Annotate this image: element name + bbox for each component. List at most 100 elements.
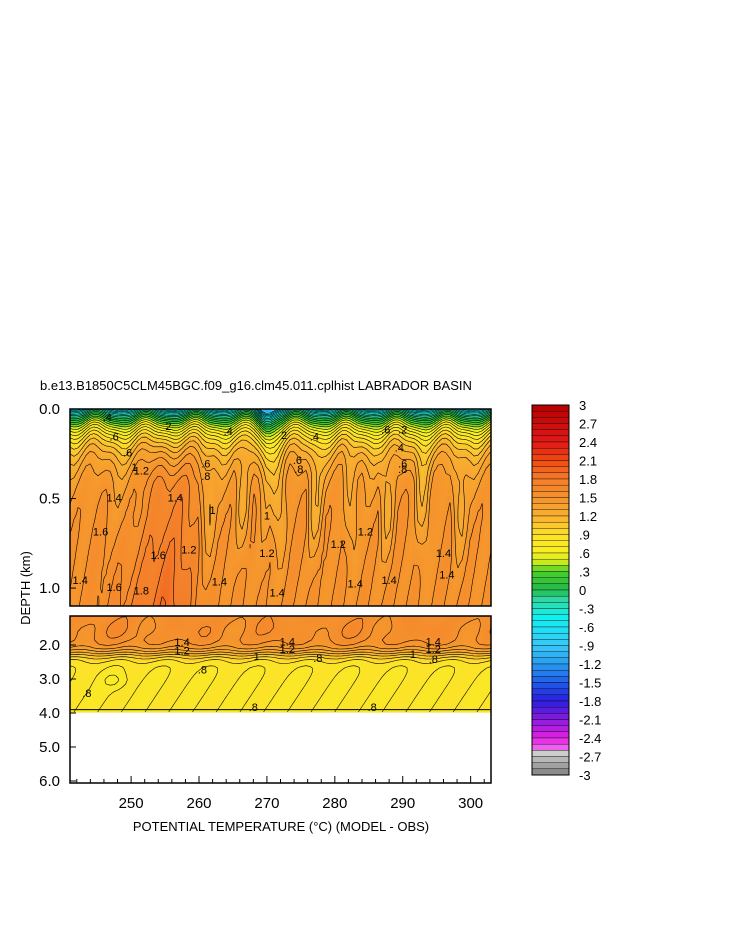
contour-label: .8 — [294, 464, 303, 476]
colorbar-swatch — [531, 737, 570, 745]
colorbar-swatch — [531, 620, 570, 628]
colorbar-swatch — [531, 700, 570, 708]
colorbar-swatch — [531, 534, 570, 541]
colorbar-swatch — [531, 694, 570, 702]
colorbar-tick-label: 2.7 — [579, 417, 597, 432]
contour-label: .4 — [103, 412, 112, 424]
colorbar-tick-label: 1.8 — [579, 472, 597, 487]
colorbar-swatch — [531, 583, 570, 591]
contour-line — [70, 654, 491, 657]
x-tick-label: 290 — [390, 795, 415, 812]
lower-panel: 1.41.21.41.21.81.41.21.8.8.8.8.8 — [69, 615, 492, 784]
contour-line — [70, 616, 491, 646]
contour-line — [70, 415, 491, 432]
colorbar-swatch — [531, 454, 570, 461]
y-tick-label: 4.0 — [39, 705, 60, 722]
y-tick-label: 2.0 — [39, 637, 60, 654]
contour-label: 1.2 — [259, 548, 274, 560]
colorbar-swatch — [531, 491, 570, 498]
contour-label: 1 — [131, 462, 137, 474]
colorbar-swatch — [531, 417, 570, 424]
contour-line — [70, 423, 491, 445]
colorbar-swatch — [531, 509, 570, 517]
contour-line — [70, 462, 491, 606]
contour-line — [70, 645, 491, 650]
contour-label: 1.2 — [331, 539, 346, 551]
colorbar-tick-label: 3 — [579, 398, 586, 413]
colorbar-swatch — [531, 521, 570, 529]
contour-label: .4 — [395, 442, 404, 454]
x-tick-label: 250 — [119, 795, 144, 812]
contour-label: 1.6 — [106, 582, 121, 594]
chart-title: b.e13.B1850C5CLM45BGC.f09_g16.clm45.011.… — [40, 378, 472, 393]
colorbar-swatch — [531, 626, 570, 634]
colorbar-swatch — [531, 595, 570, 603]
colorbar-swatch — [531, 410, 570, 418]
contour-label: 1 — [264, 510, 270, 522]
colorbar-tick-label: -2.1 — [579, 713, 601, 728]
contour-label: 1.4 — [174, 637, 189, 649]
colorbar-swatch — [531, 558, 570, 566]
contour-label: 1 — [410, 649, 416, 661]
contour-line — [70, 428, 491, 455]
contour-label: .8 — [368, 702, 377, 714]
contour-line — [70, 417, 491, 435]
contour-line — [130, 496, 192, 606]
contour-label: 1.2 — [174, 646, 189, 658]
contour-label: 1.4 — [280, 637, 295, 649]
contour-label: 1.4 — [269, 587, 284, 599]
contour-label: 2 — [165, 421, 171, 433]
contour-label: 1.4 — [348, 578, 363, 590]
colorbar-swatch — [531, 423, 570, 430]
contour-label: 1.8 — [134, 586, 149, 598]
colorbar-swatch — [531, 706, 570, 714]
colorbar-swatch — [531, 743, 570, 751]
y-axis-label: DEPTH (km) — [18, 551, 33, 625]
contour-line — [70, 413, 491, 430]
colorbar-tick-label: .6 — [579, 546, 590, 561]
contour-line — [70, 446, 491, 540]
colorbar-tick-label: -1.5 — [579, 676, 601, 691]
contour-label: 1.6 — [151, 550, 166, 562]
contour-label: 1.2 — [181, 544, 196, 556]
contour-line — [104, 674, 120, 686]
colorbar-swatch — [531, 515, 570, 523]
contour-label: .2 — [398, 424, 407, 436]
colorbar-swatch — [531, 546, 570, 554]
colorbar-tick-label: -2.7 — [579, 750, 601, 765]
x-tick-label: 300 — [458, 795, 483, 812]
contour-line — [70, 432, 491, 463]
contour-label: .8 — [429, 654, 438, 666]
contour-label: 1.2 — [134, 466, 149, 478]
contour-label: .6 — [110, 432, 119, 444]
contour-line — [70, 426, 491, 449]
colorbar-tick-label: -1.2 — [579, 657, 601, 672]
contour-label: .6 — [123, 448, 132, 460]
contour-label: 1.4 — [212, 577, 227, 589]
y-tick-label: 0.0 — [39, 401, 60, 418]
y-axis-ticks: 0.0 0.5 1.0 2.0 3.0 4.0 5.0 6.0 — [39, 401, 76, 790]
colorbar-swatch — [531, 669, 570, 677]
contour-line — [70, 419, 491, 437]
contour-label: .4 — [224, 426, 233, 438]
colorbar-swatch — [531, 663, 570, 671]
colorbar-swatch — [531, 614, 570, 622]
colorbar-swatch — [531, 713, 570, 720]
colorbar-tick-label: 2.1 — [579, 454, 597, 469]
contour-line — [70, 651, 491, 655]
colorbar-swatch — [531, 441, 570, 449]
contour-line — [106, 616, 491, 639]
colorbar-swatch — [531, 466, 570, 474]
colorbar-tick-label: -.9 — [579, 639, 594, 654]
lower-contour-lines — [70, 616, 491, 713]
colorbar-swatch — [531, 657, 570, 665]
contour-label: .6 — [398, 458, 407, 470]
contour-label: 1 — [254, 651, 260, 663]
colorbar-swatch — [531, 503, 570, 511]
colorbar-swatch — [531, 731, 570, 739]
contour-line — [152, 537, 183, 606]
x-tick-label: 270 — [254, 795, 279, 812]
colorbar-swatch — [531, 762, 570, 770]
x-axis-label: POTENTIAL TEMPERATURE (°C) (MODEL - OBS) — [133, 819, 429, 834]
